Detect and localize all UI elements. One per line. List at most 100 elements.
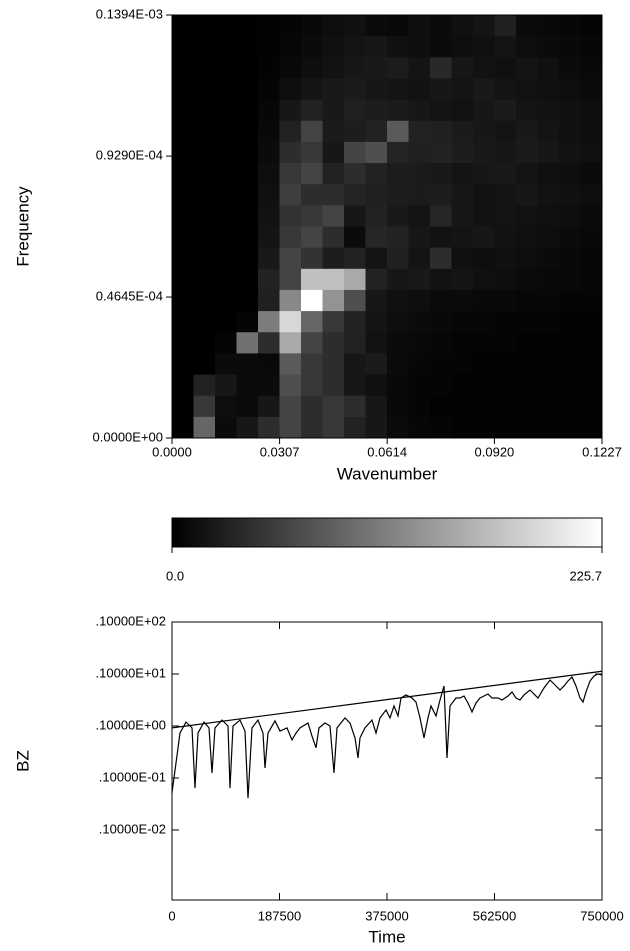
heat-cell	[301, 141, 323, 164]
heat-cell	[172, 289, 194, 312]
heat-cell	[430, 36, 452, 58]
heat-cell	[301, 163, 323, 185]
heat-cell	[193, 205, 216, 227]
heat-cell	[215, 36, 237, 58]
heat-cell	[494, 78, 517, 101]
heat-cell	[279, 311, 302, 333]
heat-cell	[172, 57, 194, 79]
heat-cell	[193, 163, 216, 185]
heat-cell	[451, 268, 474, 291]
heat-cell	[494, 374, 517, 397]
heat-cell	[516, 78, 538, 101]
heat-cell	[516, 268, 538, 291]
heat-cell	[408, 184, 431, 206]
heat-cell	[193, 395, 216, 418]
heat-cell	[258, 353, 280, 376]
heat-cell	[258, 332, 280, 354]
heat-cell	[473, 289, 495, 312]
heat-cell	[344, 184, 366, 206]
heat-cell	[365, 78, 388, 101]
heat-cell	[559, 332, 581, 354]
heat-cell	[258, 395, 280, 418]
heat-cell	[322, 15, 345, 37]
heat-cell	[279, 120, 302, 143]
heat-cell	[365, 36, 388, 58]
data-line	[171, 670, 603, 729]
heat-cell	[473, 99, 495, 122]
heat-cell	[559, 247, 581, 270]
heat-cell	[537, 311, 560, 333]
heat-cell	[387, 268, 409, 291]
heat-cell	[322, 120, 345, 143]
heat-cell	[537, 15, 560, 37]
heat-cell	[430, 141, 452, 164]
heat-cell	[365, 205, 388, 227]
heat-cell	[215, 141, 237, 164]
y-tick-label: .10000E+02	[96, 613, 166, 628]
heat-cell	[215, 184, 237, 206]
heat-cell	[473, 416, 495, 439]
heat-cell	[236, 141, 259, 164]
heat-cell	[301, 57, 323, 79]
heat-cell	[279, 395, 302, 418]
heat-cell	[365, 374, 388, 397]
heat-cell	[172, 247, 194, 270]
heat-cell	[430, 268, 452, 291]
heat-cell	[322, 78, 345, 101]
heat-cell	[451, 332, 474, 354]
heat-cell	[215, 163, 237, 185]
heat-cell	[408, 120, 431, 143]
heat-cell	[559, 289, 581, 312]
heat-cell	[537, 332, 560, 354]
heat-cell	[193, 15, 216, 37]
y-tick-label: 0.1394E-03	[96, 6, 163, 21]
heat-cell	[301, 332, 323, 354]
heat-cell	[494, 416, 517, 439]
heat-cell	[408, 374, 431, 397]
heat-cell	[473, 205, 495, 227]
heat-cell	[322, 374, 345, 397]
heat-cell	[172, 99, 194, 122]
heat-cell	[516, 353, 538, 376]
heat-cell	[344, 15, 366, 37]
heat-cell	[258, 416, 280, 439]
heat-cell	[193, 99, 216, 122]
heat-cell	[193, 311, 216, 333]
heat-cell	[365, 332, 388, 354]
heat-cell	[301, 395, 323, 418]
heat-cell	[473, 268, 495, 291]
heat-cell	[236, 247, 259, 270]
heat-cell	[473, 395, 495, 418]
heat-cell	[344, 395, 366, 418]
heat-cell	[516, 15, 538, 37]
heat-cell	[559, 374, 581, 397]
heat-cell	[344, 416, 366, 439]
heat-cell	[516, 374, 538, 397]
heat-cell	[430, 184, 452, 206]
heat-cell	[193, 289, 216, 312]
heat-cell	[215, 289, 237, 312]
heat-cell	[322, 57, 345, 79]
heat-cell	[430, 163, 452, 185]
heat-cell	[580, 36, 603, 58]
heat-cell	[301, 226, 323, 249]
heat-cell	[473, 120, 495, 143]
heat-cell	[473, 184, 495, 206]
heat-cell	[322, 99, 345, 122]
heat-cell	[451, 15, 474, 37]
heat-cell	[473, 247, 495, 270]
heat-cell	[494, 226, 517, 249]
heat-cell	[559, 311, 581, 333]
heat-cell	[430, 289, 452, 312]
heat-cell	[408, 395, 431, 418]
heat-cell	[344, 120, 366, 143]
heat-cell	[172, 205, 194, 227]
heat-cell	[537, 395, 560, 418]
heat-cell	[473, 163, 495, 185]
heat-cell	[430, 226, 452, 249]
heat-cell	[193, 247, 216, 270]
heat-cell	[365, 247, 388, 270]
heat-cell	[451, 57, 474, 79]
heat-cell	[430, 99, 452, 122]
y-axis-label: BZ	[13, 750, 32, 772]
